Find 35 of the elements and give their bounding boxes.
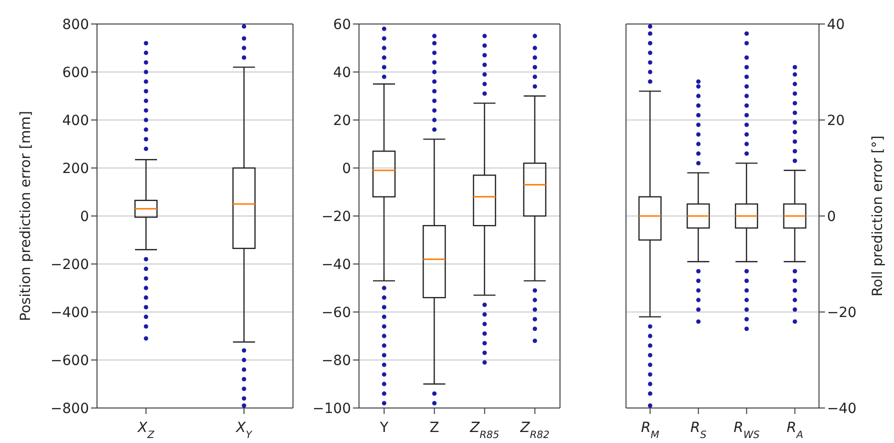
y-tick-label: 400 bbox=[62, 112, 89, 129]
x-tick-label: Z$_{R82}$ bbox=[519, 420, 550, 440]
y2-tick-label: 40 bbox=[827, 16, 845, 33]
y2-tick-label: 20 bbox=[827, 112, 845, 129]
y-tick-label: 60 bbox=[333, 16, 351, 33]
y-tick-label: −20 bbox=[321, 208, 351, 225]
x-tick-label: R$_{WS}$ bbox=[734, 420, 760, 440]
y-tick-label: 0 bbox=[80, 208, 89, 225]
x-tick-label: Y bbox=[378, 420, 389, 436]
x-tick-label: R$_{A}$ bbox=[786, 420, 804, 440]
y-tick-label: 20 bbox=[333, 112, 351, 129]
x-tick-label: Z bbox=[430, 420, 440, 436]
x-tick-label: X$_{Y}$ bbox=[235, 420, 253, 440]
y2-tick-label: −20 bbox=[827, 304, 857, 321]
y-tick-label: −400 bbox=[50, 304, 89, 321]
y-tick-label: −40 bbox=[321, 256, 351, 273]
y-tick-label: 200 bbox=[62, 160, 89, 177]
y-tick-label: −200 bbox=[50, 256, 89, 273]
y-tick-label: 800 bbox=[62, 16, 89, 33]
y2-tick-label: −40 bbox=[827, 400, 857, 417]
y2-tick-label: 0 bbox=[827, 208, 836, 225]
y-axis-title: Position prediction error [mm] bbox=[18, 110, 34, 322]
y-tick-label: −800 bbox=[50, 400, 89, 417]
y2-axis-title: Roll prediction error [°] bbox=[870, 136, 886, 296]
x-tick-label: X$_{Z}$ bbox=[136, 420, 156, 440]
y-tick-label: 40 bbox=[333, 64, 351, 81]
x-tick-label: Z$_{R85}$ bbox=[468, 420, 500, 440]
x-tick-label: R$_{S}$ bbox=[690, 420, 708, 440]
y-tick-label: −100 bbox=[312, 400, 351, 417]
x-tick-label: R$_{M}$ bbox=[640, 420, 660, 440]
y-tick-label: 600 bbox=[62, 64, 89, 81]
y-tick-label: −80 bbox=[321, 352, 351, 369]
y-tick-label: −600 bbox=[50, 352, 89, 369]
y-tick-label: 0 bbox=[342, 160, 351, 177]
y-tick-label: −60 bbox=[321, 304, 351, 321]
